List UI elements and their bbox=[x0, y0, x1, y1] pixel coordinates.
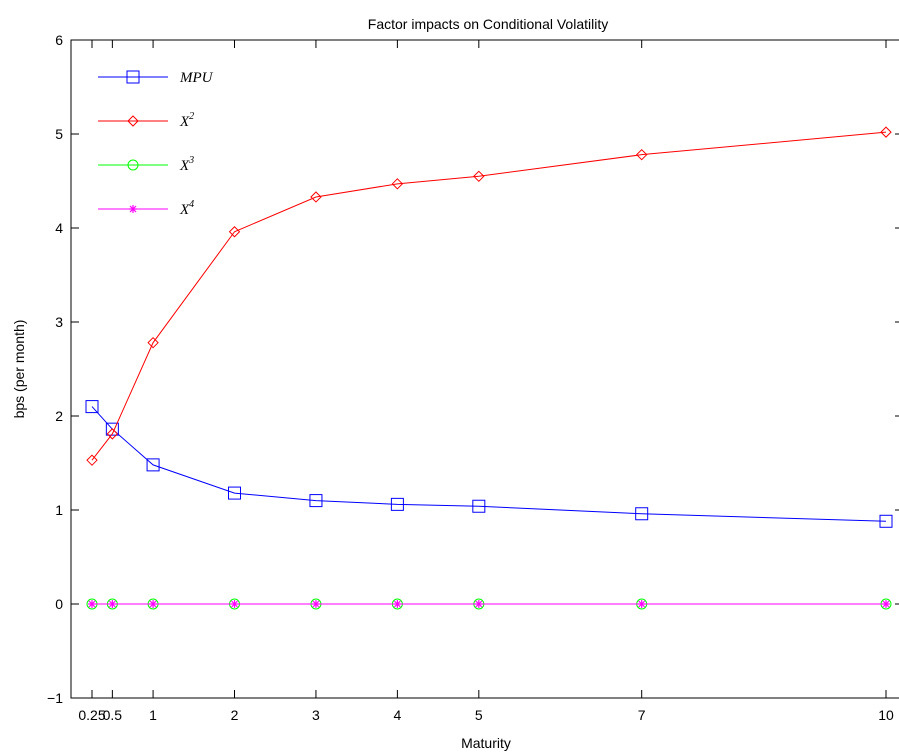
data-point bbox=[880, 126, 892, 138]
series-layer bbox=[85, 126, 893, 610]
data-point bbox=[228, 486, 242, 500]
legend-label: X4 bbox=[179, 199, 194, 218]
series-line bbox=[91, 406, 887, 522]
data-point bbox=[472, 499, 486, 513]
legend-marker bbox=[127, 115, 139, 127]
data-point bbox=[473, 170, 485, 183]
data-point bbox=[88, 600, 96, 608]
legend-label: X3 bbox=[179, 155, 194, 174]
data-point bbox=[882, 600, 890, 608]
y-tick-label: 6 bbox=[55, 32, 63, 48]
x-tick-label: 5 bbox=[475, 707, 483, 723]
legend-marker bbox=[126, 70, 140, 84]
y-tick-label: 4 bbox=[55, 220, 63, 236]
legend-label: MPU bbox=[179, 70, 214, 86]
chart-title: Factor impacts on Conditional Volatility bbox=[368, 16, 608, 32]
data-point bbox=[86, 454, 98, 466]
x-tick-label: 0.5 bbox=[103, 707, 123, 723]
data-point bbox=[85, 400, 99, 414]
legend-label-sup: 4 bbox=[189, 199, 194, 210]
legend-label-sup: 2 bbox=[189, 111, 194, 122]
plot-area bbox=[71, 40, 899, 698]
series-line bbox=[91, 131, 887, 461]
x-tick-label: 0.25 bbox=[78, 707, 105, 723]
data-point bbox=[311, 600, 320, 608]
series-1 bbox=[86, 126, 892, 466]
legend-entry: X3 bbox=[98, 155, 194, 174]
data-point bbox=[310, 191, 322, 203]
y-axis-title: bps (per month) bbox=[11, 320, 27, 419]
x-tick-label: 2 bbox=[231, 707, 239, 723]
x-axis-title: Maturity bbox=[461, 735, 511, 751]
y-tick-label: 1 bbox=[55, 502, 63, 518]
x-tick-label: 3 bbox=[312, 707, 320, 723]
data-point bbox=[391, 178, 404, 190]
series-3 bbox=[88, 600, 890, 608]
data-point bbox=[105, 422, 119, 436]
data-point bbox=[149, 600, 158, 608]
y-tick-label: 3 bbox=[55, 314, 63, 330]
axes-box bbox=[70, 39, 899, 699]
x-tick-label: 1 bbox=[149, 707, 157, 723]
data-point bbox=[637, 600, 646, 608]
y-tick-label: 0 bbox=[55, 596, 63, 612]
data-point bbox=[393, 600, 402, 608]
data-point bbox=[106, 428, 119, 440]
data-point bbox=[390, 497, 404, 511]
y-tick-label: −1 bbox=[47, 690, 63, 706]
legend-label: X2 bbox=[179, 111, 194, 130]
legend-entry: X4 bbox=[98, 199, 194, 218]
data-point bbox=[108, 600, 117, 608]
ticks: 0.250.5 1 2 3 4 5 7 10 −1 0 1 2 3 4 5 6 bbox=[47, 32, 899, 723]
axes bbox=[70, 39, 899, 699]
x-tick-label: 7 bbox=[638, 707, 646, 723]
data-point bbox=[147, 336, 159, 349]
data-point bbox=[230, 600, 239, 608]
legend-entry: X2 bbox=[98, 111, 194, 130]
legend: MPU X2 X3 X4 bbox=[98, 70, 214, 218]
data-point bbox=[474, 600, 483, 608]
data-point bbox=[635, 507, 649, 521]
data-point bbox=[635, 148, 648, 161]
legend-entry: MPU bbox=[98, 70, 214, 86]
data-point bbox=[309, 494, 323, 508]
x-tick-label: 4 bbox=[393, 707, 401, 723]
data-point bbox=[146, 458, 160, 472]
legend-marker bbox=[129, 205, 137, 213]
x-tick-label: 10 bbox=[878, 707, 894, 723]
legend-label-sup: 3 bbox=[188, 155, 194, 166]
data-point bbox=[879, 514, 893, 528]
legend-marker bbox=[127, 159, 139, 171]
y-tick-label: 2 bbox=[55, 408, 63, 424]
series-0 bbox=[85, 400, 893, 528]
y-tick-label: 5 bbox=[55, 126, 63, 142]
data-point bbox=[228, 226, 241, 238]
